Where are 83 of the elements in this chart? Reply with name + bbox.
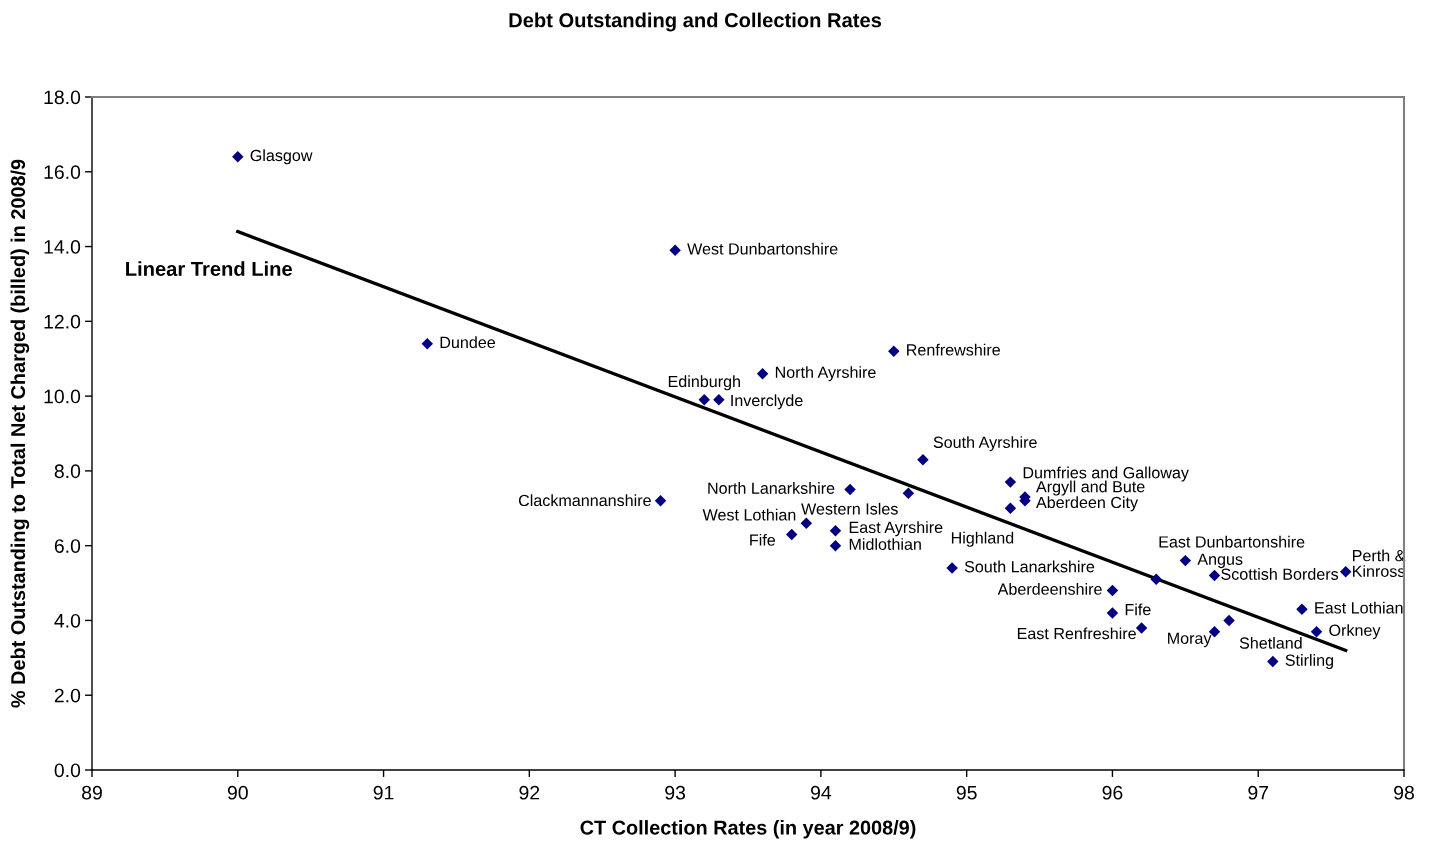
point xyxy=(1004,502,1017,514)
annotation: Edinburgh xyxy=(668,375,740,391)
x-tick-label: 96 xyxy=(1102,785,1123,800)
annotation: South Lanarkshire xyxy=(964,560,1095,573)
annotation: Scottish Borders xyxy=(1221,568,1339,580)
x-tick-label: 95 xyxy=(956,785,977,800)
point xyxy=(786,528,798,541)
annotation: South Ayrshire xyxy=(933,436,1037,452)
annotation: West Dunbartonshire xyxy=(687,242,838,255)
y-tick-label: 8.0 xyxy=(54,464,81,479)
point xyxy=(1150,573,1162,586)
annotation: Clackmannanshire xyxy=(518,494,651,507)
point xyxy=(1106,607,1119,619)
point xyxy=(1267,655,1279,668)
annotation: Argyll and Bute xyxy=(1036,480,1145,496)
x-tick-label: 94 xyxy=(810,785,832,800)
point xyxy=(1223,614,1235,627)
annotation: Shetland xyxy=(1239,636,1302,649)
x-tick-label: 89 xyxy=(82,785,102,800)
chart-title: Debt Outstanding and Collection Rates xyxy=(509,12,882,32)
annotation: North Lanarkshire xyxy=(708,482,835,494)
annotation: Fife xyxy=(1125,603,1151,616)
annotation: East Dunbartonshire xyxy=(1159,535,1305,548)
series-label: Linear Trend Line xyxy=(126,261,292,277)
point xyxy=(1135,622,1148,634)
x-tick-label: 98 xyxy=(1394,785,1414,800)
x-tick-label: 97 xyxy=(1248,785,1269,800)
point xyxy=(756,367,769,380)
point xyxy=(1208,569,1221,582)
x-tick-label: 90 xyxy=(227,785,248,800)
y-tick-label: 14.0 xyxy=(44,240,81,254)
annotation: North Ayrshire xyxy=(775,366,876,382)
point xyxy=(829,539,842,552)
point xyxy=(698,394,710,406)
annotation: Glasgow xyxy=(250,149,313,165)
annotation: Highland xyxy=(951,531,1014,547)
point xyxy=(1310,625,1323,638)
annotation: Stirling xyxy=(1285,654,1334,670)
y-tick-label: 16.0 xyxy=(44,165,81,180)
point xyxy=(1179,554,1192,567)
annotation: Aberdeen City xyxy=(1036,496,1139,512)
point xyxy=(713,394,725,406)
point xyxy=(1004,476,1017,488)
point xyxy=(888,345,900,357)
y-tick-label: 12.0 xyxy=(44,314,81,329)
x-tick-label: 93 xyxy=(665,785,686,800)
point xyxy=(844,483,856,496)
y-tick-label: 6.0 xyxy=(54,539,81,553)
annotation: Midlothian xyxy=(849,538,921,550)
point xyxy=(232,151,244,163)
y-tick-label: 18.0 xyxy=(44,90,81,105)
annotation: Western Isles xyxy=(801,502,898,515)
annotation: West Lothian xyxy=(702,508,796,521)
annotation: East Ayrshire xyxy=(849,521,943,537)
x-tick-label: 91 xyxy=(373,785,394,800)
y-tick-label: 0.0 xyxy=(54,763,81,778)
annotation: East Renfreshire xyxy=(1017,627,1136,640)
point xyxy=(669,244,681,257)
annotation: Renfrewshire xyxy=(907,343,1000,356)
point xyxy=(946,562,958,574)
x-tick-label: 92 xyxy=(519,785,540,800)
point xyxy=(902,487,915,500)
y-axis-title: % Debt Outstanding to Total Net Charged (billed) in 2008/9 xyxy=(10,159,30,708)
x-axis-title: CT Collection Rates (in year 2008/9) xyxy=(580,820,916,839)
annotation: Moray xyxy=(1168,632,1212,648)
point xyxy=(1296,603,1308,615)
y-tick-label: 10.0 xyxy=(44,389,81,404)
annotation: East Lothian xyxy=(1315,601,1403,614)
annotation: Fife xyxy=(750,533,776,546)
annotation: Angus xyxy=(1197,553,1243,569)
y-tick-label: 2.0 xyxy=(54,688,81,703)
point xyxy=(829,524,842,537)
point xyxy=(421,338,434,350)
point xyxy=(1106,584,1119,597)
point xyxy=(917,453,929,466)
annotation: Orkney xyxy=(1329,624,1381,640)
annotation: Aberdeenshire xyxy=(997,583,1102,595)
y-tick-label: 4.0 xyxy=(54,613,81,628)
point xyxy=(1339,566,1352,578)
annotation: Dundee xyxy=(440,336,496,349)
point xyxy=(654,495,667,507)
annotation: Inverclyde xyxy=(731,394,803,410)
point xyxy=(800,517,813,529)
